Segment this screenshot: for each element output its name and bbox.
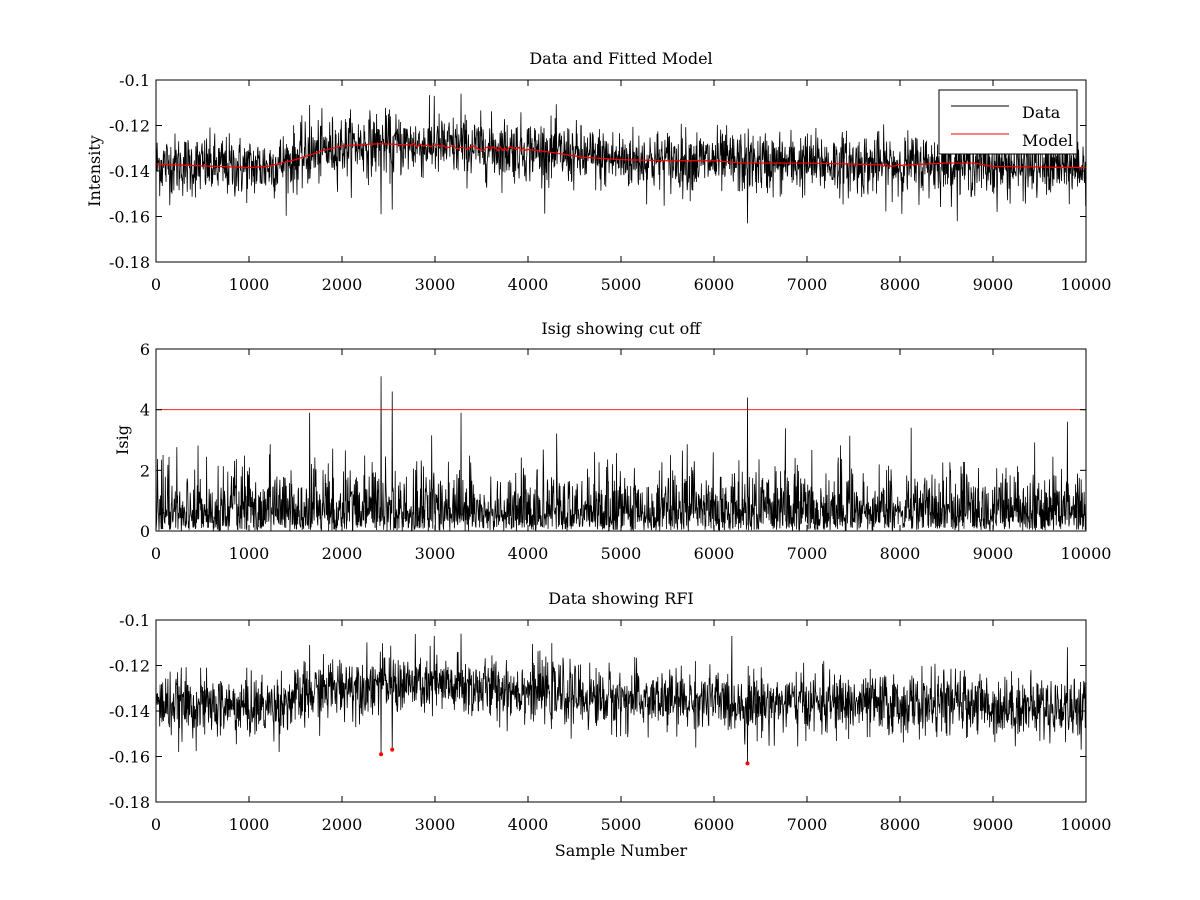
x-tick-label: 4000 <box>508 275 549 294</box>
ticks: 0 1000 2000 3000 4000 5000 6000 7000 8000 9000 100… <box>109 71 1111 294</box>
rfi-point <box>379 752 384 757</box>
series-line-series-0 <box>155 633 1087 764</box>
x-tick-label: 0 <box>151 275 161 294</box>
x-tick-label: 10000 <box>1061 275 1112 294</box>
x-tick-label: 8000 <box>880 275 921 294</box>
x-tick-label: 9000 <box>973 544 1014 563</box>
x-tick-label: 8000 <box>880 815 921 834</box>
y-tick-label: -0.14 <box>109 702 150 721</box>
x-tick-label: 5000 <box>601 815 642 834</box>
y-tick-label: -0.14 <box>109 162 150 181</box>
series-line-data <box>155 93 1087 224</box>
series-layer <box>155 633 1087 766</box>
x-tick-label: 7000 <box>787 275 828 294</box>
y-tick-label: -0.12 <box>109 117 150 136</box>
y-tick-label: 0 <box>140 522 150 541</box>
y-tick-label: -0.16 <box>109 208 150 227</box>
x-tick-label: 1000 <box>229 544 270 563</box>
x-axis-label: Sample Number <box>555 841 688 860</box>
panel-title: Data and Fitted Model <box>529 49 712 68</box>
x-tick-label: 5000 <box>601 544 642 563</box>
y-tick-label: -0.1 <box>119 71 150 90</box>
panel-title: Isig showing cut off <box>541 319 702 338</box>
y-tick-label: -0.12 <box>109 657 150 676</box>
panel-data-rfi: Data showing RFI 0 1000 2000 3000 4000 5000 60… <box>109 589 1111 860</box>
series-line-series-0 <box>155 376 1087 532</box>
y-tick-label: -0.18 <box>109 793 150 812</box>
x-tick-label: 3000 <box>415 815 456 834</box>
x-tick-label: 3000 <box>415 544 456 563</box>
legend: Data Model <box>938 89 1078 155</box>
panel-isig-cutoff: Isig showing cut off Isig 0 1000 2000 3000 4… <box>113 319 1111 563</box>
x-tick-label: 8000 <box>880 544 921 563</box>
x-tick-label: 0 <box>151 815 161 834</box>
x-tick-label: 0 <box>151 544 161 563</box>
x-tick-label: 9000 <box>973 815 1014 834</box>
x-tick-label: 1000 <box>229 275 270 294</box>
x-tick-label: 7000 <box>787 815 828 834</box>
x-tick-label: 9000 <box>973 275 1014 294</box>
series-layer <box>155 93 1087 224</box>
y-tick-label: -0.1 <box>119 611 150 630</box>
x-tick-label: 4000 <box>508 544 549 563</box>
legend-label-data: Data <box>1022 103 1061 122</box>
series-line-model <box>155 142 1087 169</box>
x-tick-label: 2000 <box>322 275 363 294</box>
x-tick-label: 7000 <box>787 544 828 563</box>
legend-label-model: Model <box>1022 131 1073 150</box>
rfi-point <box>745 761 750 766</box>
series-layer <box>155 376 1087 532</box>
x-tick-label: 2000 <box>322 544 363 563</box>
x-tick-label: 6000 <box>694 815 735 834</box>
x-tick-label: 10000 <box>1061 544 1112 563</box>
x-tick-label: 2000 <box>322 815 363 834</box>
panel-title: Data showing RFI <box>548 589 693 608</box>
x-tick-label: 10000 <box>1061 815 1112 834</box>
y-axis-label: Isig <box>113 425 132 455</box>
y-axis-label: Intensity <box>85 135 104 207</box>
legend-box <box>938 89 1078 155</box>
x-tick-label: 1000 <box>229 815 270 834</box>
x-tick-label: 6000 <box>694 275 735 294</box>
x-tick-label: 3000 <box>415 275 456 294</box>
x-tick-label: 6000 <box>694 544 735 563</box>
y-tick-label: 4 <box>140 401 150 420</box>
panel-data-and-model: Data and Fitted Model Intensity 0 1000 200… <box>85 49 1111 294</box>
x-tick-label: 4000 <box>508 815 549 834</box>
y-tick-label: -0.16 <box>109 748 150 767</box>
y-tick-label: 6 <box>140 340 150 359</box>
ticks: 0 1000 2000 3000 4000 5000 6000 7000 8000 9000 100… <box>140 340 1112 563</box>
y-tick-label: -0.18 <box>109 253 150 272</box>
ticks: 0 1000 2000 3000 4000 5000 6000 7000 8000 9000 100… <box>109 611 1111 834</box>
rfi-point <box>390 747 395 752</box>
x-tick-label: 5000 <box>601 275 642 294</box>
y-tick-label: 2 <box>140 461 150 480</box>
